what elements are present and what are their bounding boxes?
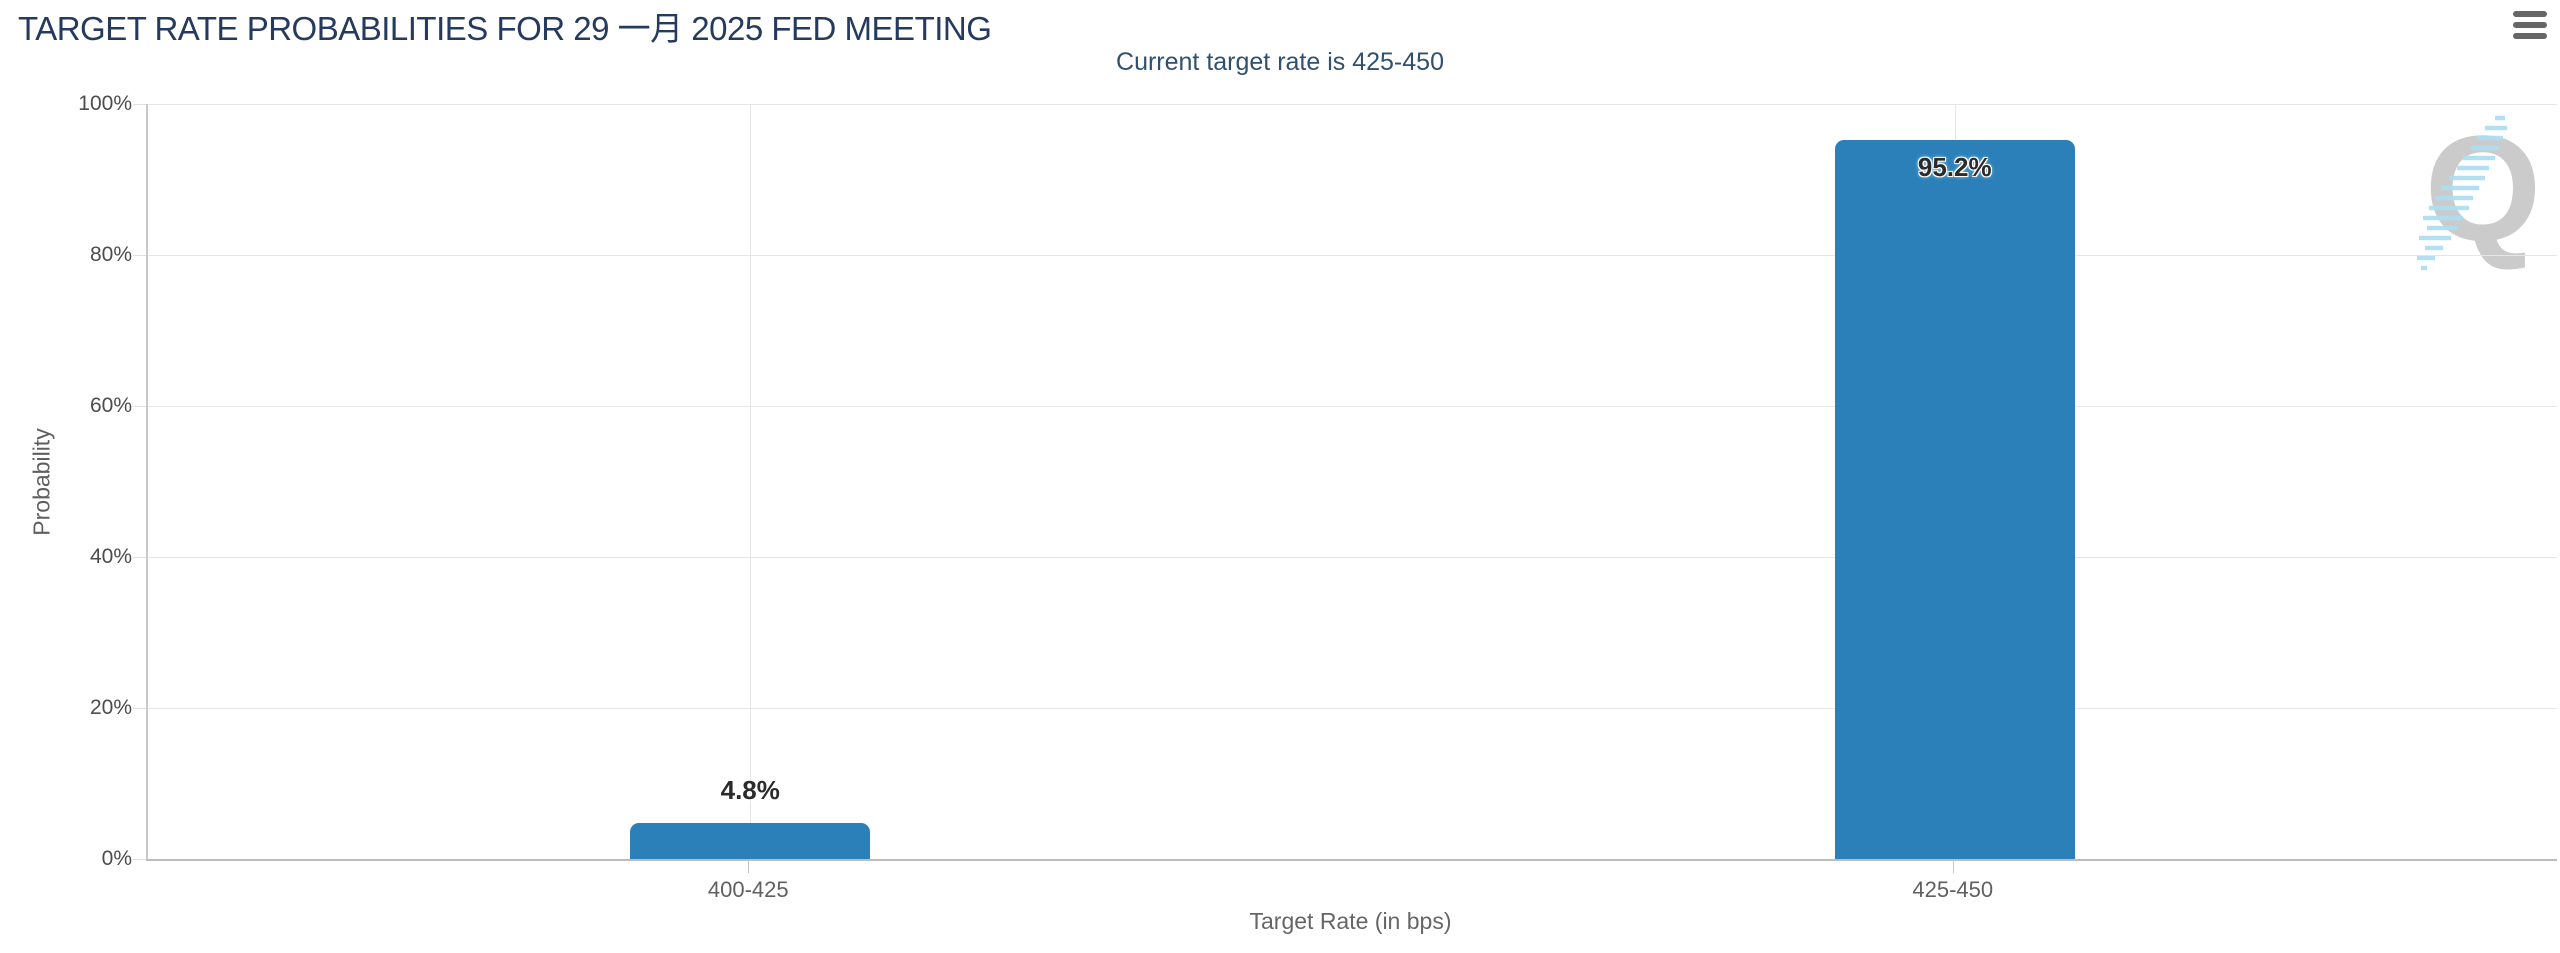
x-axis-tick bbox=[1952, 861, 1954, 873]
x-gridline bbox=[750, 104, 752, 859]
chart-context-menu-button[interactable] bbox=[2507, 8, 2547, 42]
y-axis-tick bbox=[133, 406, 146, 407]
chart-title: TARGET RATE PROBABILITIES FOR 29 一月 2025… bbox=[18, 10, 992, 47]
y-axis-tick bbox=[133, 708, 146, 709]
y-gridline bbox=[148, 406, 2557, 407]
x-axis-tick-label: 400-425 bbox=[707, 877, 789, 902]
y-gridline bbox=[148, 104, 2557, 105]
y-axis-tick-label: 0% bbox=[101, 847, 132, 870]
y-gridline bbox=[148, 708, 2557, 709]
hamburger-icon bbox=[2513, 11, 2547, 39]
y-axis-tick-label: 80% bbox=[89, 243, 132, 266]
bar-425-450[interactable] bbox=[1834, 140, 2075, 859]
bar-400-425[interactable] bbox=[630, 822, 871, 859]
y-axis-tick bbox=[133, 557, 146, 558]
plot-area: Q 4.8% 95.2% bbox=[146, 104, 2557, 861]
quikstrike-q-watermark-icon: Q bbox=[2417, 108, 2539, 272]
x-axis-title: Target Rate (in bps) bbox=[1249, 908, 1452, 934]
bar-data-label: 95.2% bbox=[1917, 152, 1992, 183]
y-axis-title: Probability bbox=[28, 428, 55, 536]
y-gridline bbox=[148, 255, 2557, 256]
y-axis-tick-label: 40% bbox=[89, 545, 132, 568]
y-axis-tick bbox=[133, 255, 146, 256]
y-axis-tick-label: 60% bbox=[89, 394, 132, 417]
bar-data-label: 4.8% bbox=[720, 774, 780, 805]
y-axis-tick bbox=[133, 104, 146, 105]
y-axis-tick bbox=[133, 859, 146, 860]
y-gridline bbox=[148, 557, 2557, 558]
chart-subtitle: Current target rate is 425-450 bbox=[1116, 48, 1444, 76]
x-axis-tick bbox=[748, 861, 750, 873]
x-axis-tick-label: 425-450 bbox=[1912, 877, 1994, 902]
y-axis-tick-label: 100% bbox=[78, 92, 132, 115]
y-axis-tick-label: 20% bbox=[89, 696, 132, 719]
